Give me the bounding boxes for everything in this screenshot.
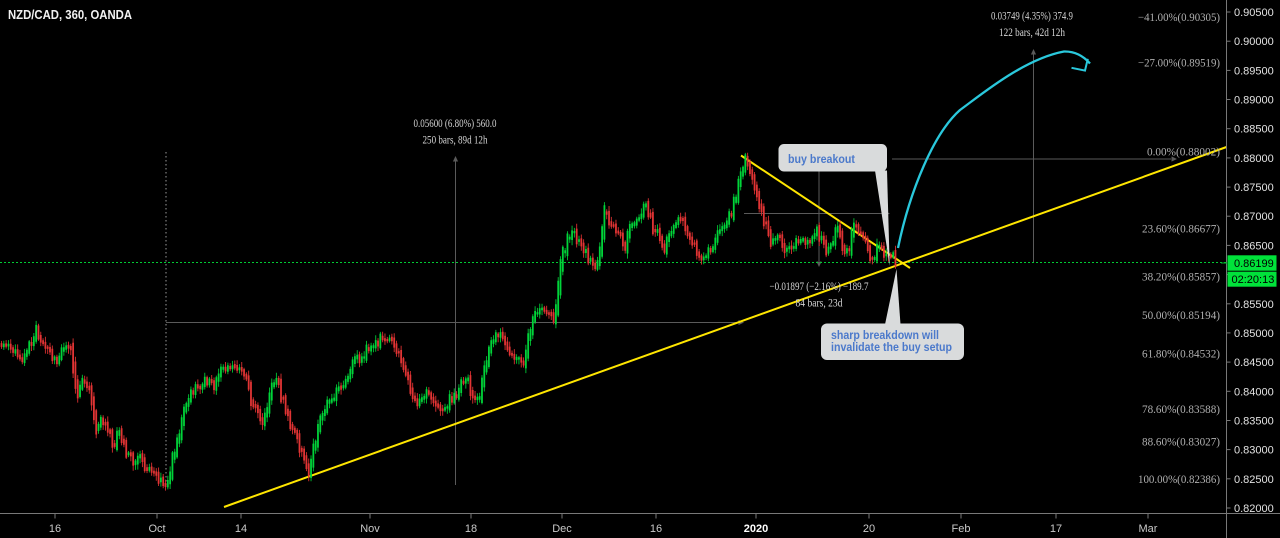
svg-text:88.60%(0.83027): 88.60%(0.83027) (1142, 437, 1220, 449)
svg-text:0.03749 (4.35%) 374.9: 0.03749 (4.35%) 374.9 (991, 11, 1073, 23)
svg-text:0.88000: 0.88000 (1234, 153, 1274, 165)
svg-text:50.00%(0.85194): 50.00%(0.85194) (1142, 310, 1220, 322)
svg-text:2020: 2020 (744, 523, 768, 535)
svg-text:0.88500: 0.88500 (1234, 124, 1274, 136)
svg-text:invalidate the buy setup: invalidate the buy setup (831, 342, 952, 354)
svg-text:16: 16 (49, 523, 61, 535)
svg-text:NZD/CAD, 360, OANDA: NZD/CAD, 360, OANDA (8, 8, 132, 22)
svg-text:0.90500: 0.90500 (1234, 7, 1274, 19)
svg-text:Mar: Mar (1139, 523, 1158, 535)
svg-text:−27.00%(0.89519): −27.00%(0.89519) (1138, 58, 1220, 70)
svg-text:0.87500: 0.87500 (1234, 182, 1274, 194)
svg-text:0.83000: 0.83000 (1234, 445, 1274, 457)
svg-text:Oct: Oct (148, 523, 165, 535)
svg-text:0.90000: 0.90000 (1234, 36, 1274, 48)
svg-text:0.82000: 0.82000 (1234, 503, 1274, 515)
svg-text:0.84000: 0.84000 (1234, 386, 1274, 398)
svg-text:0.87000: 0.87000 (1234, 211, 1274, 223)
svg-text:0.86500: 0.86500 (1234, 240, 1274, 252)
svg-text:Nov: Nov (360, 523, 380, 535)
svg-text:250 bars, 89d 12h: 250 bars, 89d 12h (423, 135, 488, 147)
svg-text:0.86199: 0.86199 (1234, 258, 1274, 270)
svg-text:18: 18 (465, 523, 477, 535)
svg-text:0.00%(0.88002): 0.00%(0.88002) (1147, 146, 1220, 158)
svg-text:23.60%(0.86677): 23.60%(0.86677) (1142, 224, 1220, 236)
svg-text:0.84500: 0.84500 (1234, 357, 1274, 369)
svg-text:−41.00%(0.90305): −41.00%(0.90305) (1138, 12, 1220, 24)
svg-text:84 bars, 23d: 84 bars, 23d (796, 298, 843, 310)
svg-text:0.85000: 0.85000 (1234, 328, 1274, 340)
svg-text:0.89000: 0.89000 (1234, 95, 1274, 107)
svg-text:61.80%(0.84532): 61.80%(0.84532) (1142, 349, 1220, 361)
svg-text:0.83500: 0.83500 (1234, 416, 1274, 428)
svg-text:122 bars, 42d 12h: 122 bars, 42d 12h (999, 27, 1065, 39)
svg-text:78.60%(0.83588): 78.60%(0.83588) (1142, 404, 1220, 416)
svg-text:0.85500: 0.85500 (1234, 299, 1274, 311)
svg-text:20: 20 (863, 523, 875, 535)
svg-text:Feb: Feb (952, 523, 971, 535)
svg-text:0.82500: 0.82500 (1234, 474, 1274, 486)
svg-text:0.89500: 0.89500 (1234, 65, 1274, 77)
svg-text:100.00%(0.82386): 100.00%(0.82386) (1138, 474, 1220, 486)
svg-text:17: 17 (1050, 523, 1062, 535)
svg-text:Dec: Dec (552, 523, 572, 535)
svg-text:−0.01897 (−2.16%) −189.7: −0.01897 (−2.16%) −189.7 (770, 281, 869, 293)
svg-text:sharp breakdown will: sharp breakdown will (831, 330, 939, 342)
svg-text:02:20:13: 02:20:13 (1232, 274, 1275, 286)
svg-text:16: 16 (650, 523, 662, 535)
svg-text:buy breakout: buy breakout (788, 154, 855, 166)
svg-text:14: 14 (235, 523, 247, 535)
svg-text:38.20%(0.85857): 38.20%(0.85857) (1142, 271, 1220, 283)
svg-text:0.05600 (6.80%) 560.0: 0.05600 (6.80%) 560.0 (414, 118, 497, 130)
